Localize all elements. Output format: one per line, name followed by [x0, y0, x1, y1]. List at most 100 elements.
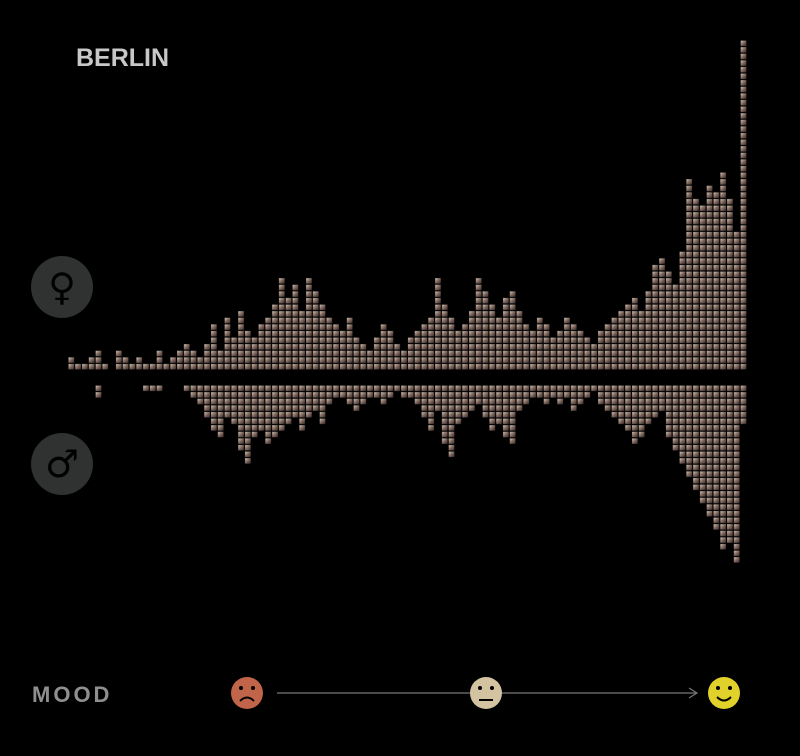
female-column: [679, 251, 686, 370]
male-column: [570, 385, 578, 412]
male-column: [733, 385, 741, 564]
male-column: [692, 385, 700, 491]
female-column: [244, 330, 252, 370]
female-column: [312, 290, 320, 370]
female-column: [230, 337, 238, 370]
male-column: [197, 385, 204, 405]
male-column: [237, 385, 245, 451]
male-column: [251, 385, 259, 438]
male-column: [190, 385, 198, 399]
female-column: [176, 350, 184, 370]
female-column: [556, 330, 564, 370]
female-column: [455, 330, 462, 370]
female-column: [156, 350, 164, 370]
male-column: [543, 385, 551, 405]
male-column: [502, 385, 510, 438]
female-column: [685, 178, 693, 370]
male-column: [278, 385, 286, 432]
male-column: [665, 385, 673, 438]
female-column: [584, 337, 591, 370]
female-column: [68, 356, 75, 370]
happy-face: [708, 677, 740, 709]
male-column: [550, 385, 557, 399]
male-column: [679, 385, 686, 465]
male-column: [597, 385, 605, 405]
male-column: [556, 385, 564, 405]
female-column: [163, 363, 170, 370]
male-column: [740, 385, 747, 425]
female-column: [278, 277, 286, 370]
female-column: [522, 323, 530, 370]
female-column: [129, 363, 136, 370]
male-column: [326, 385, 333, 405]
male-column: [590, 385, 598, 392]
female-column: [197, 356, 204, 370]
female-column: [81, 363, 89, 370]
female-column: [264, 317, 272, 370]
female-column: [468, 310, 476, 370]
male-column: [522, 385, 530, 405]
female-column: [169, 356, 177, 370]
neutral-face: [470, 677, 502, 709]
female-column: [624, 304, 632, 370]
male-column: [726, 385, 734, 544]
female-column: [638, 310, 646, 370]
female-column: [475, 277, 483, 370]
male-column: [461, 385, 469, 418]
female-column: [203, 343, 211, 370]
male-column: [149, 385, 157, 392]
female-column: [210, 323, 218, 370]
male-column: [468, 385, 476, 412]
male-column: [224, 385, 231, 418]
female-column: [441, 304, 449, 370]
female-column: [183, 343, 191, 370]
legend-female: ♀: [48, 265, 76, 309]
male-column: [95, 385, 102, 399]
female-column: [122, 356, 130, 370]
male-column: [319, 385, 327, 425]
thumbnail-columns: [68, 40, 747, 564]
female-column: [95, 350, 102, 370]
female-column: [706, 185, 714, 370]
female-column: [190, 350, 198, 370]
female-column: [665, 271, 673, 370]
female-column: [373, 337, 381, 370]
female-column: [617, 310, 625, 370]
female-column: [488, 304, 496, 370]
male-column: [230, 385, 238, 425]
male-column: [516, 385, 523, 412]
male-column: [604, 385, 612, 412]
female-column: [427, 317, 435, 370]
female-column: [237, 310, 245, 370]
female-column: [509, 290, 517, 370]
male-column: [529, 385, 537, 399]
female-column: [285, 297, 293, 370]
male-column: [217, 385, 225, 438]
male-column: [672, 385, 680, 451]
male-column: [244, 385, 252, 465]
female-column: [88, 356, 96, 370]
male-column: [285, 385, 293, 425]
male-column: [373, 385, 381, 399]
female-button[interactable]: [31, 256, 93, 318]
male-column: [156, 385, 164, 392]
female-column: [645, 290, 652, 370]
male-column: [509, 385, 517, 445]
legend-male: ♂: [45, 442, 79, 486]
female-column: [543, 323, 551, 370]
male-column: [638, 385, 646, 438]
male-column: [332, 385, 340, 399]
female-column: [482, 290, 489, 370]
male-column: [366, 385, 374, 399]
male-button[interactable]: [31, 433, 93, 495]
male-column: [488, 385, 496, 432]
female-column: [332, 323, 340, 370]
male-column: [414, 385, 422, 405]
male-column: [339, 385, 347, 399]
male-column: [455, 385, 462, 425]
male-column: [407, 385, 415, 399]
male-column: [183, 385, 191, 392]
female-column: [359, 343, 367, 370]
male-column: [475, 385, 483, 405]
